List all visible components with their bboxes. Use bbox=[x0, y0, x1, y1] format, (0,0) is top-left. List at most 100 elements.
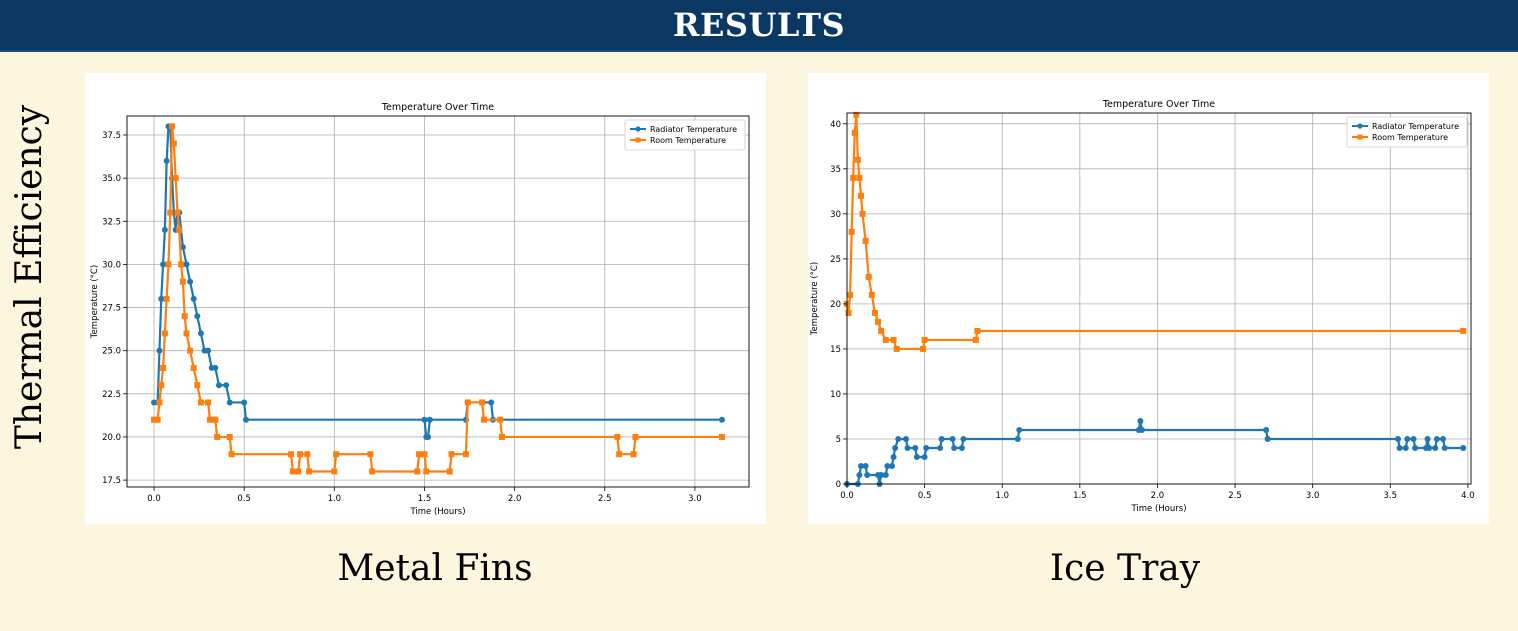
x-axis-label: Time (Hours) bbox=[1130, 504, 1186, 514]
data-point bbox=[864, 471, 871, 478]
data-point bbox=[871, 309, 878, 316]
data-point bbox=[847, 291, 854, 298]
legend-label: Radiator Temperature bbox=[1372, 122, 1459, 131]
data-point bbox=[187, 347, 194, 354]
x-tick-label: 2.0 bbox=[1151, 491, 1165, 501]
data-point bbox=[856, 174, 863, 181]
data-point bbox=[920, 345, 927, 352]
metal-fins-caption: Metal Fins bbox=[337, 548, 533, 589]
data-point bbox=[851, 129, 858, 136]
data-point bbox=[488, 399, 495, 406]
data-point bbox=[895, 435, 902, 442]
x-tick-label: 1.5 bbox=[1073, 491, 1087, 501]
data-point bbox=[875, 318, 882, 325]
data-point bbox=[169, 123, 176, 130]
metal-fins-chart: 0.0 0.5 1.0 1.5 2.0 2.5 3.0 17.5 20.0 22.5 25.0 27.… bbox=[90, 102, 750, 517]
data-point bbox=[862, 462, 869, 469]
data-point bbox=[878, 327, 885, 334]
ice-tray-caption: Ice Tray bbox=[1049, 548, 1201, 589]
plot-frame bbox=[126, 115, 750, 488]
data-point bbox=[1404, 435, 1411, 442]
legend-marker bbox=[1357, 123, 1363, 129]
data-point bbox=[845, 309, 852, 316]
data-point bbox=[1460, 444, 1467, 451]
data-point bbox=[892, 444, 899, 451]
data-point bbox=[632, 433, 639, 440]
y-tick-label: 20 bbox=[830, 300, 841, 310]
x-tick-label: 3.0 bbox=[1306, 491, 1320, 501]
results-header: RESULTS bbox=[0, 0, 1518, 52]
data-point bbox=[854, 156, 861, 163]
data-point bbox=[448, 451, 455, 458]
y-tick-label: 22.5 bbox=[102, 390, 121, 400]
data-point bbox=[951, 444, 958, 451]
data-point bbox=[497, 416, 504, 423]
x-tick-label: 1.0 bbox=[995, 491, 1009, 501]
data-point bbox=[421, 451, 428, 458]
data-point bbox=[367, 451, 374, 458]
data-point bbox=[181, 313, 188, 320]
y-tick-label: 30 bbox=[830, 210, 841, 220]
data-point bbox=[288, 451, 295, 458]
data-point bbox=[170, 140, 177, 147]
y-tick-label: 10 bbox=[830, 390, 841, 400]
data-point bbox=[161, 330, 168, 337]
data-point bbox=[197, 330, 204, 337]
data-point bbox=[904, 444, 911, 451]
data-point bbox=[857, 192, 864, 199]
data-point bbox=[331, 468, 338, 475]
data-point bbox=[616, 451, 623, 458]
legend-label: Room Temperature bbox=[650, 136, 726, 145]
data-point bbox=[1432, 444, 1439, 451]
data-point bbox=[1137, 417, 1144, 424]
data-point bbox=[1441, 444, 1448, 451]
y-tick-label: 17.5 bbox=[102, 476, 121, 486]
legend-label: Radiator Temperature bbox=[650, 125, 737, 134]
y-tick-label: 37.5 bbox=[102, 131, 121, 141]
data-point bbox=[163, 295, 170, 302]
data-point bbox=[718, 416, 725, 423]
data-point bbox=[151, 416, 158, 423]
x-tick-label: 4.0 bbox=[1461, 491, 1475, 501]
data-point bbox=[289, 468, 296, 475]
thermal-efficiency-label: Thermal Efficiency bbox=[9, 104, 50, 450]
data-point bbox=[1433, 435, 1440, 442]
data-point bbox=[1426, 444, 1433, 451]
y-tick-label: 0 bbox=[836, 480, 841, 490]
data-point bbox=[1396, 444, 1403, 451]
data-point bbox=[912, 444, 919, 451]
y-tick-label: 25.0 bbox=[102, 347, 121, 357]
data-point bbox=[1016, 426, 1023, 433]
data-point bbox=[226, 433, 233, 440]
y-tick-label: 27.5 bbox=[102, 304, 121, 314]
data-point bbox=[183, 330, 190, 337]
data-point bbox=[176, 226, 183, 233]
series-radiator bbox=[844, 417, 1467, 487]
data-point bbox=[921, 453, 928, 460]
data-point bbox=[242, 416, 249, 423]
data-point bbox=[884, 462, 891, 469]
legend-box bbox=[624, 119, 746, 151]
data-point bbox=[974, 327, 981, 334]
data-point bbox=[158, 382, 165, 389]
data-point bbox=[630, 451, 637, 458]
legend-box bbox=[1346, 116, 1468, 148]
data-point bbox=[174, 209, 181, 216]
data-point bbox=[163, 157, 170, 164]
legend: Radiator Temperature Room Temperature bbox=[624, 119, 746, 151]
data-point bbox=[718, 433, 725, 440]
data-point bbox=[938, 435, 945, 442]
data-point bbox=[893, 345, 900, 352]
series-room bbox=[151, 123, 725, 475]
y-axis-label: Temperature (°C) bbox=[810, 262, 820, 336]
legend-marker bbox=[1357, 134, 1363, 140]
data-point bbox=[1014, 435, 1021, 442]
plot-frame bbox=[846, 112, 1472, 485]
data-point bbox=[937, 444, 944, 451]
data-point bbox=[369, 468, 376, 475]
data-point bbox=[865, 273, 872, 280]
y-tick-label: 40 bbox=[830, 120, 841, 130]
y-tick-label: 25 bbox=[830, 255, 841, 265]
data-point bbox=[421, 416, 428, 423]
data-point bbox=[890, 336, 897, 343]
